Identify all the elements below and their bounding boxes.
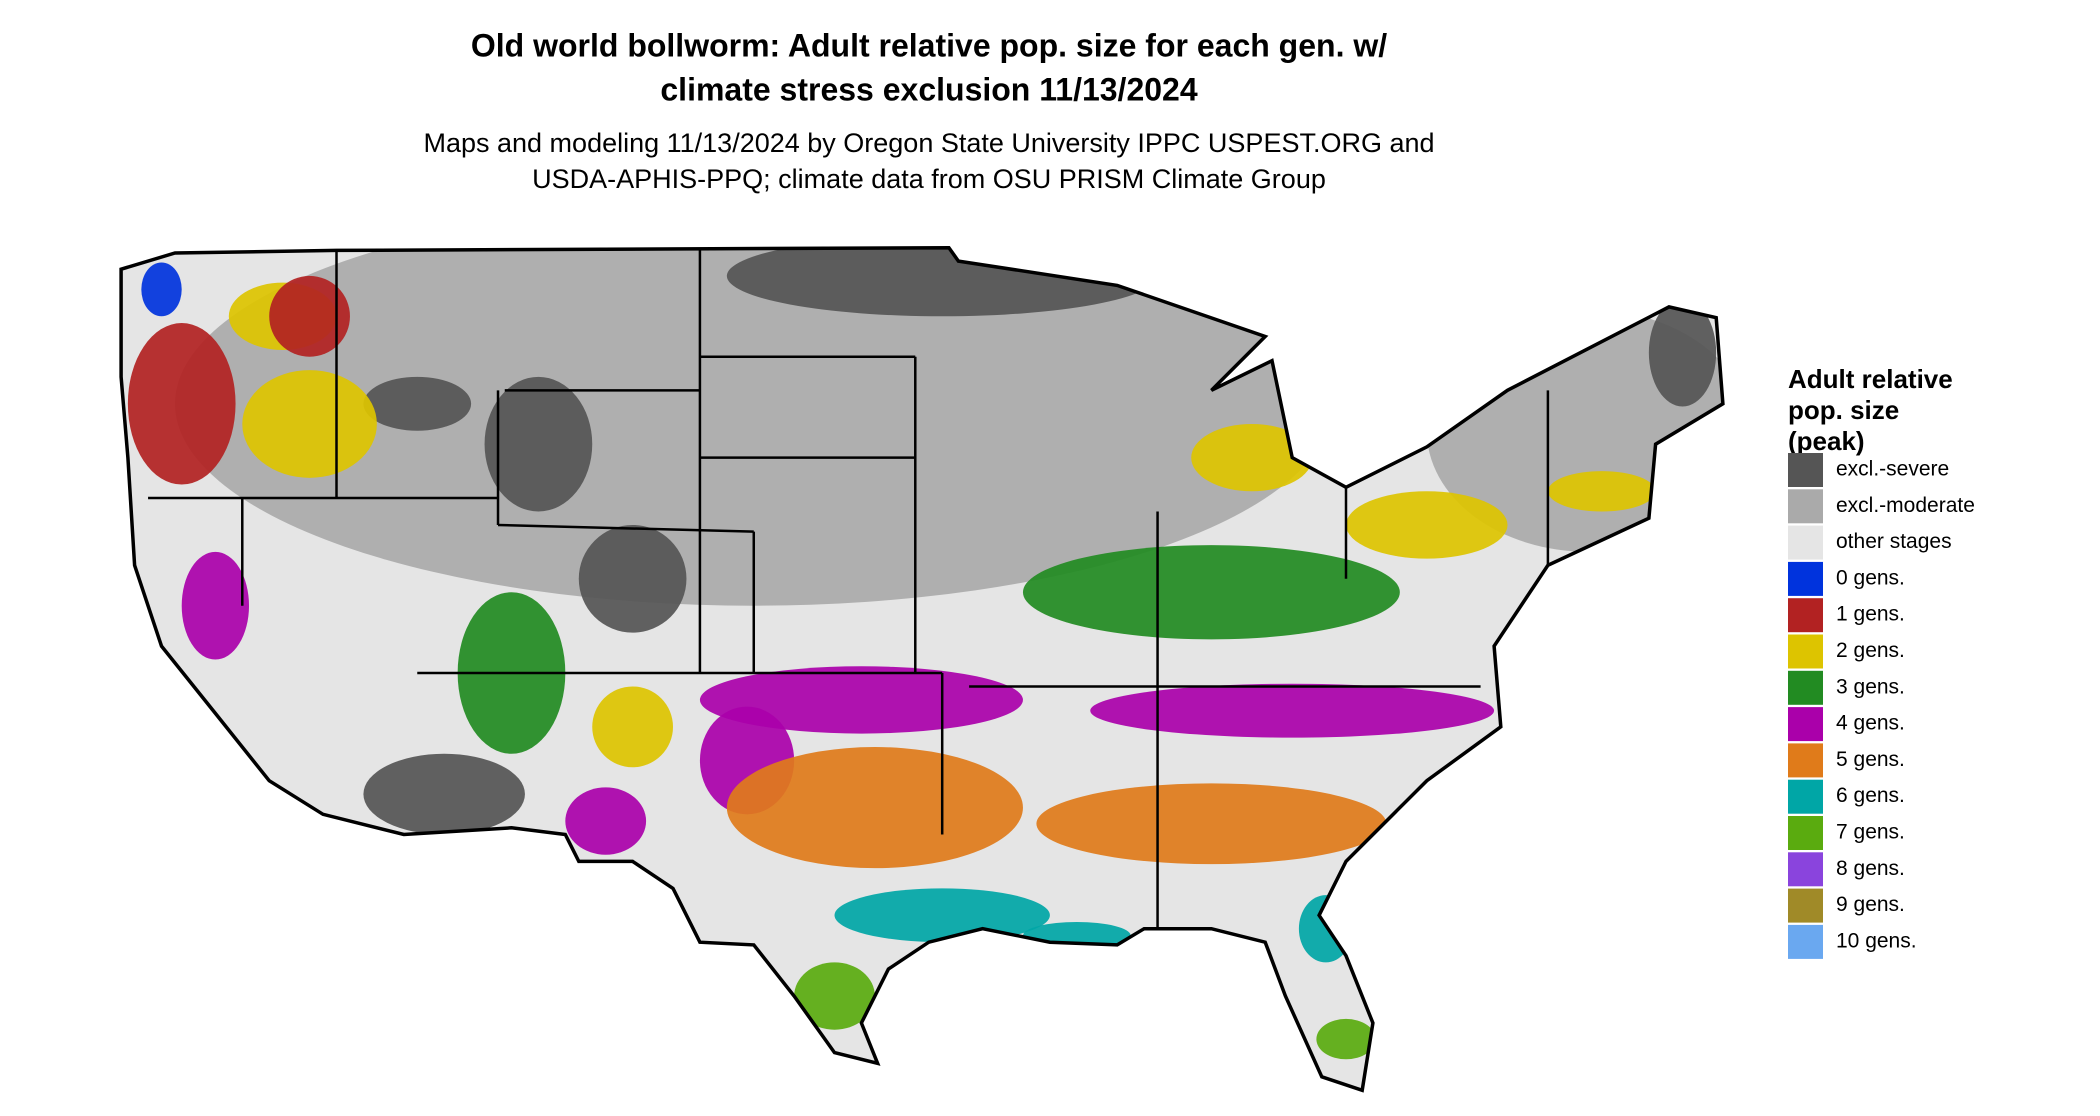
legend-label: excl.-severe: [1836, 458, 1949, 481]
legend-label: 9 gens.: [1836, 893, 1905, 916]
legend-swatch: [1788, 453, 1823, 487]
legend-label: 2 gens.: [1836, 639, 1905, 662]
legend-title: Adult relative: [1788, 364, 1953, 394]
region: [141, 262, 182, 317]
legend-label: 0 gens.: [1836, 566, 1905, 589]
legend-swatch: [1788, 634, 1823, 669]
legend-swatch: [1788, 707, 1823, 742]
title-line: Old world bollworm: Adult relative pop. …: [471, 27, 1387, 63]
legend-swatch: [1788, 852, 1823, 887]
region: [565, 787, 647, 855]
legend-title: (peak): [1788, 426, 1865, 456]
region: [578, 524, 687, 633]
legend-swatch: [1788, 779, 1823, 814]
map: [119, 245, 1725, 1093]
legend-swatch: [1788, 489, 1823, 524]
region: [1090, 683, 1495, 738]
region: [1036, 783, 1387, 865]
region: [181, 551, 250, 660]
legend-swatch: [1788, 888, 1823, 923]
legend-label: excl.-moderate: [1836, 494, 1975, 517]
region: [1346, 491, 1508, 559]
region: [242, 370, 377, 478]
region: [484, 376, 593, 512]
state-border: [497, 523, 754, 533]
legend-label: 8 gens.: [1836, 857, 1905, 880]
legend-swatch: [1788, 816, 1823, 850]
region: [127, 323, 236, 485]
legend-swatch: [1788, 743, 1823, 778]
region: [834, 888, 1050, 943]
subtitle-line: Maps and modeling 11/13/2024 by Oregon S…: [423, 128, 1434, 158]
region: [1547, 471, 1656, 512]
legend-label: 7 gens.: [1836, 821, 1905, 844]
region: [592, 686, 673, 768]
legend-label: 6 gens.: [1836, 784, 1905, 807]
legend-swatch: [1788, 670, 1823, 705]
legend: excl.-severe excl.-moderate other stages 0 …: [1788, 453, 1975, 959]
legend-label: 1 gens.: [1836, 603, 1905, 626]
legend-swatch: [1788, 525, 1823, 560]
legend-label: other stages: [1836, 530, 1952, 553]
legend-title: pop. size: [1788, 395, 1899, 425]
region: [1191, 423, 1313, 492]
country-outline: [119, 245, 1725, 1093]
region: [1022, 545, 1400, 640]
region: [363, 753, 525, 835]
region: [363, 376, 472, 431]
legend-swatch: [1788, 598, 1823, 633]
legend-swatch: [1788, 561, 1823, 596]
region: [269, 275, 350, 357]
legend-label: 3 gens.: [1836, 675, 1905, 698]
region: [1648, 298, 1717, 407]
region: [1316, 1018, 1376, 1060]
legend-label: 10 gens.: [1836, 929, 1917, 952]
legend-label: 5 gens.: [1836, 748, 1905, 771]
legend-swatch: [1788, 924, 1823, 959]
legend-label: 4 gens.: [1836, 712, 1905, 735]
title-line: climate stress exclusion 11/13/2024: [660, 71, 1197, 107]
region: [794, 962, 875, 1030]
subtitle-line: USDA-APHIS-PPQ; climate data from OSU PR…: [532, 164, 1326, 194]
region: [726, 747, 1023, 869]
